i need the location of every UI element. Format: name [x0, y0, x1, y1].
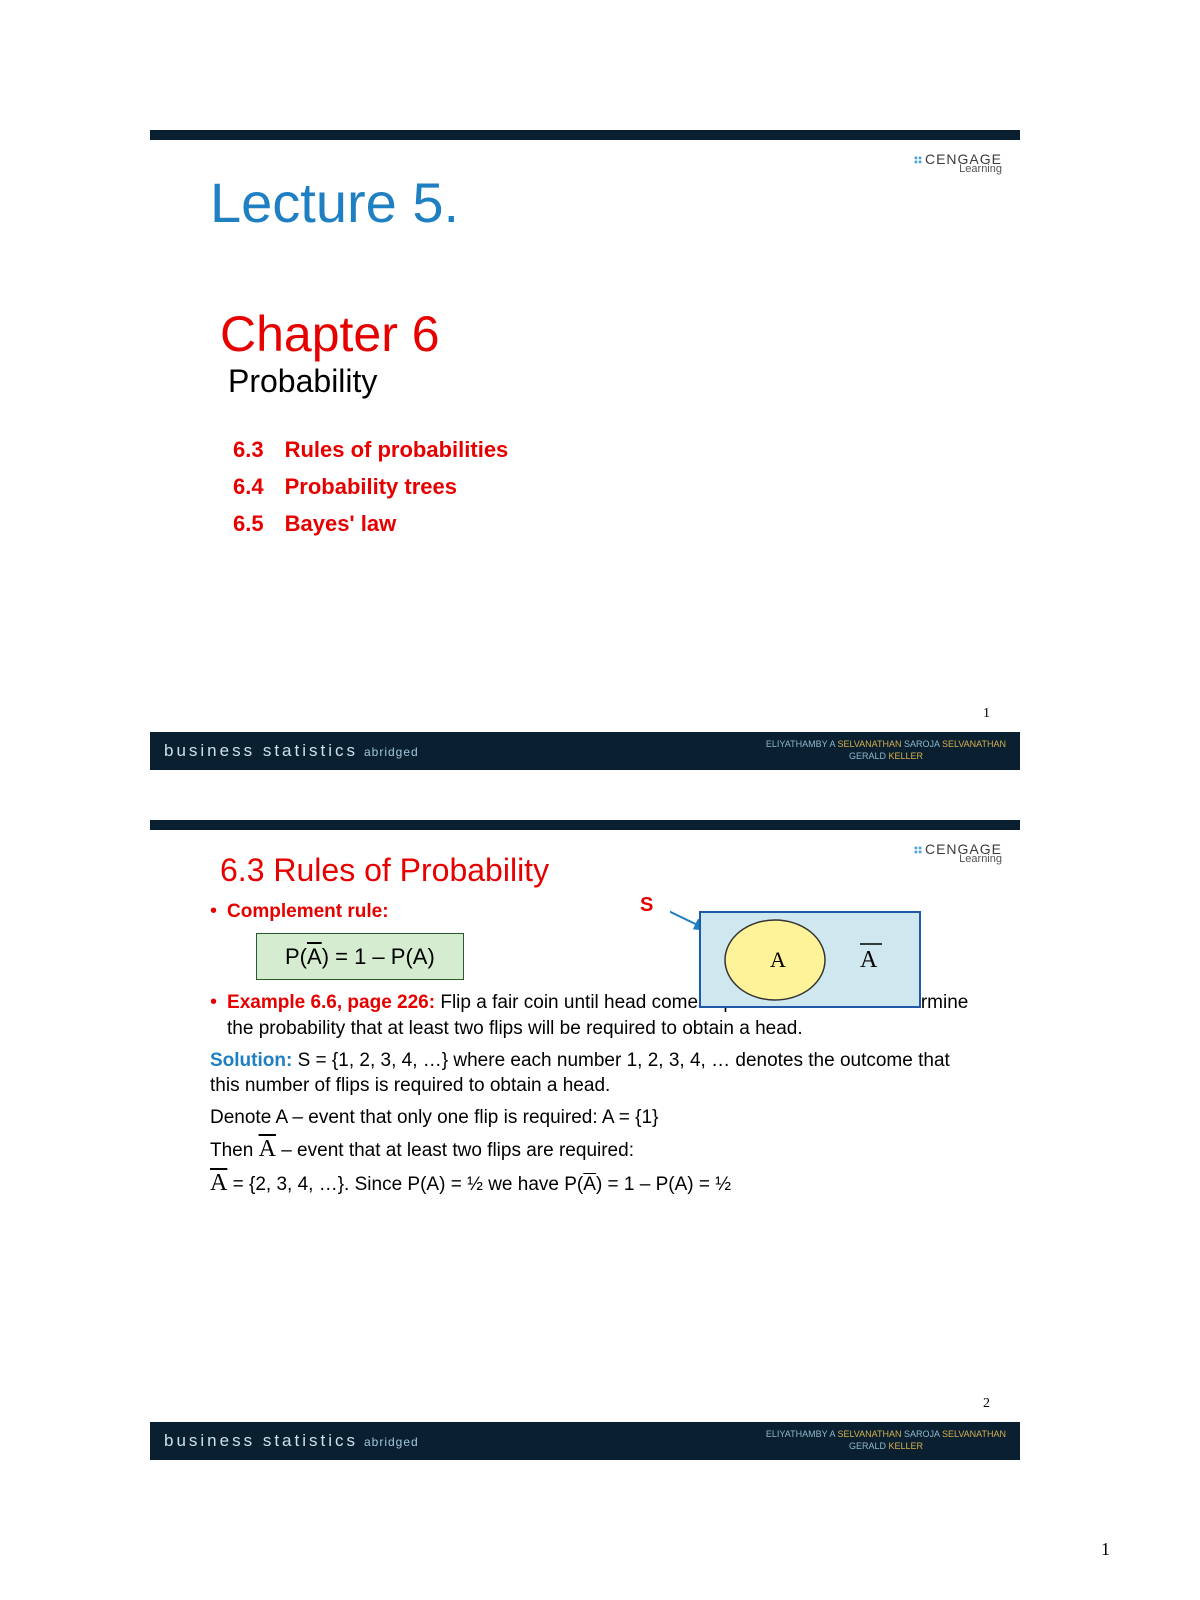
section-row: 6.3Rules of probabilities: [232, 432, 509, 467]
venn-diagram: S A A: [670, 902, 930, 1027]
slide-2: ⠶ CENGAGE Learning 6.3 Rules of Probabil…: [150, 820, 1020, 1460]
top-bar: [150, 130, 1020, 140]
footer-title: business statisticsabridged: [164, 1431, 419, 1451]
page: ⠶ CENGAGE Learning Lecture 5. Chapter 6 …: [0, 0, 1200, 1600]
then-line: Then A – event that at least two flips a…: [210, 1133, 970, 1165]
venn-label-a: A: [770, 947, 786, 972]
publisher-logo: ⠶ CENGAGE Learning: [913, 842, 1002, 865]
slide-number: 2: [983, 1396, 990, 1412]
final-line: A = {2, 3, 4, …}. Since P(A) = ½ we have…: [210, 1167, 970, 1199]
publisher-logo: ⠶ CENGAGE Learning: [913, 152, 1002, 175]
slide2-title: 6.3 Rules of Probability: [220, 852, 1020, 889]
logo-dots-icon: ⠶: [913, 841, 921, 857]
complement-label: Complement rule:: [227, 899, 389, 925]
solution-block: Solution: S = {1, 2, 3, 4, …} where each…: [210, 1048, 970, 1099]
denote-line: Denote A – event that only one flip is r…: [210, 1105, 970, 1131]
footer-authors: ELIYATHAMBY A SELVANATHAN SAROJA SELVANA…: [766, 1429, 1006, 1452]
top-bar: [150, 820, 1020, 830]
section-list: 6.3Rules of probabilities 6.4Probability…: [230, 430, 511, 543]
chapter-subtitle: Probability: [228, 363, 1020, 400]
venn-label-abar: A: [860, 947, 878, 973]
lecture-title: Lecture 5.: [210, 170, 1020, 235]
footer-authors: ELIYATHAMBY A SELVANATHAN SAROJA SELVANA…: [766, 739, 1006, 762]
slide-1: ⠶ CENGAGE Learning Lecture 5. Chapter 6 …: [150, 130, 1020, 770]
footer-bar: business statisticsabridged ELIYATHAMBY …: [150, 732, 1020, 770]
logo-dots-icon: ⠶: [913, 151, 921, 167]
section-row: 6.4Probability trees: [232, 469, 509, 504]
bullet-icon: •: [210, 899, 217, 923]
formula-box: P(A) = 1 – P(A): [256, 933, 464, 981]
chapter-title: Chapter 6: [220, 305, 1020, 363]
bullet-icon: •: [210, 990, 217, 1014]
page-number: 1: [1101, 1539, 1110, 1560]
slide-number: 1: [983, 706, 990, 722]
footer-bar: business statisticsabridged ELIYATHAMBY …: [150, 1422, 1020, 1460]
venn-svg: A A: [670, 902, 930, 1022]
footer-title: business statisticsabridged: [164, 741, 419, 761]
section-row: 6.5Bayes' law: [232, 506, 509, 541]
s-label: S: [640, 894, 653, 917]
